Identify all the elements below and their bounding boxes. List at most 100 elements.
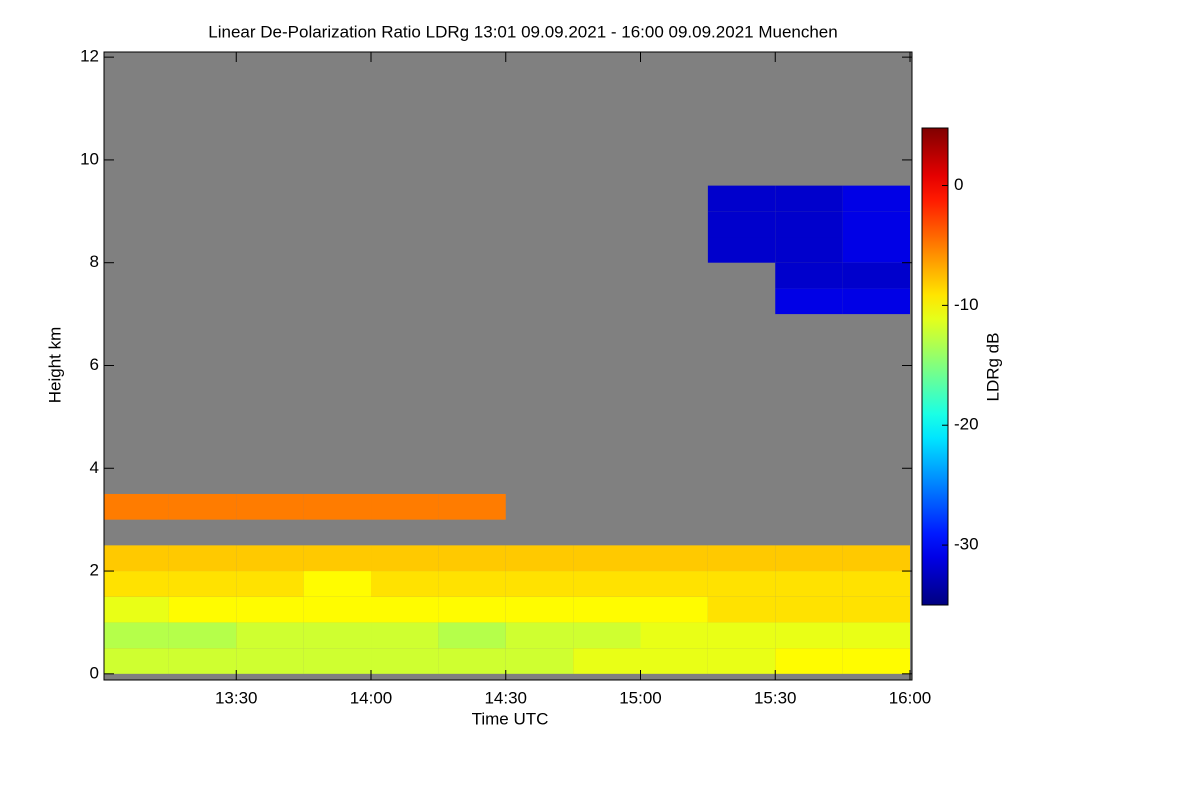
heatmap-cell — [842, 211, 910, 238]
heatmap-cell — [168, 648, 237, 674]
heatmap-cell — [303, 622, 372, 649]
y-tick-label: 6 — [90, 355, 99, 374]
heatmap-cell — [707, 648, 776, 674]
heatmap-cell — [775, 262, 843, 289]
heatmap-cell — [775, 211, 843, 238]
heatmap-cell — [707, 185, 776, 212]
heatmap-cell — [775, 545, 843, 572]
x-axis-label: Time UTC — [472, 709, 549, 728]
heatmap-cell — [775, 571, 843, 597]
heatmap-cell — [303, 493, 372, 520]
heatmap-cell — [842, 622, 910, 649]
heatmap-cell — [236, 648, 304, 674]
heatmap-cell — [104, 648, 169, 674]
heatmap-cell — [640, 596, 708, 623]
heatmap-cell — [236, 493, 304, 520]
heatmap-cell — [438, 493, 506, 520]
heatmap-cell — [104, 493, 169, 520]
heatmap-cell — [168, 622, 237, 649]
heatmap-cell — [438, 648, 506, 674]
heatmap-cell — [842, 237, 910, 263]
heatmap-cell — [842, 288, 910, 315]
y-tick-label: 0 — [90, 663, 99, 682]
x-tick-label: 13:30 — [215, 688, 258, 707]
y-tick-label: 8 — [90, 252, 99, 271]
heatmap-cell — [236, 622, 304, 649]
heatmap-cell — [707, 237, 776, 263]
heatmap-cell — [438, 571, 506, 597]
heatmap-cell — [573, 596, 641, 623]
heatmap-cell — [168, 493, 237, 520]
heatmap-cell — [505, 596, 574, 623]
heatmap-cell — [640, 622, 708, 649]
heatmap-cell — [640, 571, 708, 597]
x-tick-label: 14:30 — [484, 688, 527, 707]
heatmap-cell — [303, 648, 372, 674]
colorbar — [921, 127, 949, 606]
heatmap-cell — [104, 571, 169, 597]
x-tick-label: 15:30 — [754, 688, 797, 707]
heatmap-cell — [371, 571, 439, 597]
heatmap-cell — [303, 596, 372, 623]
heatmap-cell — [842, 545, 910, 572]
heatmap-cell — [573, 648, 641, 674]
heatmap-cell — [236, 571, 304, 597]
heatmap-cell — [505, 648, 574, 674]
heatmap-cell — [707, 211, 776, 238]
heatmap-cell — [775, 648, 843, 674]
colorbar-tick-label: -20 — [954, 415, 979, 434]
heatmap-cell — [168, 596, 237, 623]
heatmap-cell — [775, 288, 843, 315]
heatmap-cell — [371, 622, 439, 649]
heatmap-cell — [505, 545, 574, 572]
heatmap-cell — [438, 545, 506, 572]
heatmap-cell — [573, 545, 641, 572]
heatmap-cell — [303, 571, 372, 597]
colorbar-tick-label: 0 — [954, 175, 963, 194]
heatmap-cell — [707, 571, 776, 597]
heatmap-cell — [640, 545, 708, 572]
heatmap-cell — [438, 622, 506, 649]
heatmap-cell — [371, 596, 439, 623]
heatmap-cell — [842, 262, 910, 289]
heatmap-cell — [168, 545, 237, 572]
heatmap-cell — [104, 596, 169, 623]
y-tick-label: 12 — [80, 47, 99, 66]
heatmap-cell — [573, 622, 641, 649]
colorbar-tick-label: -10 — [954, 295, 979, 314]
heatmap-cell — [371, 648, 439, 674]
heatmap-cell — [842, 596, 910, 623]
y-tick-label: 4 — [90, 458, 99, 477]
heatmap-cell — [842, 648, 910, 674]
heatmap-cell — [505, 571, 574, 597]
heatmap-cell — [371, 545, 439, 572]
heatmap-cell — [236, 545, 304, 572]
y-tick-label: 2 — [90, 561, 99, 580]
heatmap-cell — [104, 622, 169, 649]
heatmap-cell — [640, 648, 708, 674]
heatmap-cell — [775, 622, 843, 649]
heatmap-cell — [775, 185, 843, 212]
heatmap-cell — [707, 596, 776, 623]
heatmap-cell — [303, 545, 372, 572]
heatmap-cell — [775, 237, 843, 263]
plot-area — [104, 52, 912, 680]
heatmap-cell — [842, 185, 910, 212]
plot-frame — [103, 51, 913, 681]
colorbar-label: LDRg dB — [983, 333, 1002, 402]
colorbar-tick-label: -30 — [954, 535, 979, 554]
heatmap-cell — [573, 571, 641, 597]
chart-title: Linear De-Polarization Ratio LDRg 13:01 … — [208, 22, 837, 41]
x-tick-label: 14:00 — [350, 688, 393, 707]
heatmap-cell — [438, 596, 506, 623]
y-axis-label: Height km — [45, 327, 64, 404]
heatmap-cell — [505, 622, 574, 649]
heatmap-cell — [168, 571, 237, 597]
heatmap-cell — [707, 622, 776, 649]
heatmap-cell — [707, 545, 776, 572]
heatmap-cell — [775, 596, 843, 623]
y-tick-label: 10 — [80, 149, 99, 168]
heatmap-cell — [371, 493, 439, 520]
x-tick-label: 16:00 — [889, 688, 932, 707]
